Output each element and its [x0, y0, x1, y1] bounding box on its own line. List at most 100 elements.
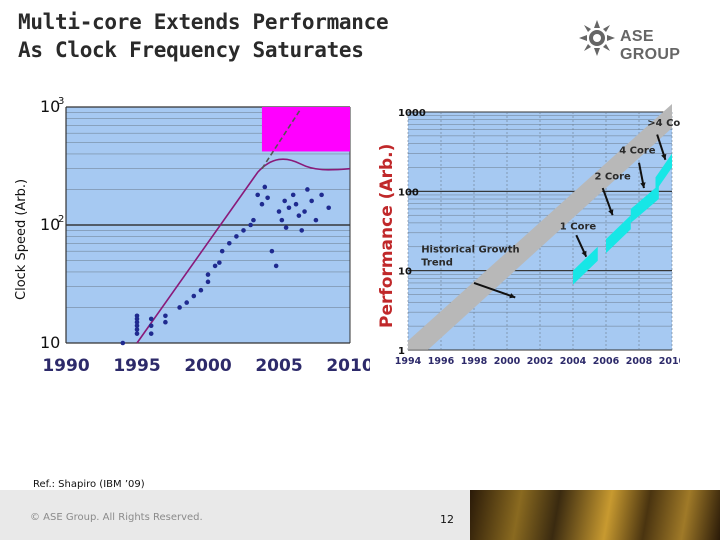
clock-speed-point — [184, 300, 189, 305]
x-tick-label: 1995 — [113, 356, 160, 376]
arrow-head — [661, 153, 667, 160]
y-tick-label: 10 — [398, 267, 412, 278]
annotation-label: 1 Core — [560, 222, 597, 233]
footer-photo — [470, 490, 720, 540]
x-tick-label: 2000 — [494, 356, 521, 367]
clock-speed-point — [299, 228, 305, 233]
clock-speed-point — [219, 248, 225, 254]
core-box — [573, 246, 598, 285]
clock-speed-point — [163, 313, 168, 319]
clock-speed-point — [148, 331, 154, 336]
clock-speed-point — [227, 240, 232, 246]
right-x-tick-labels: 1994 1996 1998 2000 2002 2004 2006 2008 2010 — [395, 356, 680, 367]
clock-speed-point — [191, 293, 197, 299]
page-title: Multi-core Extends Performance As Clock … — [18, 8, 389, 64]
right-gridlines — [407, 111, 673, 351]
x-tick-label: 1994 — [395, 356, 422, 367]
arrow-head — [509, 293, 516, 299]
annotation-label: 2 Core — [594, 172, 631, 183]
clock-speed-point — [248, 222, 253, 228]
clock-speed-point — [269, 248, 275, 254]
y-tick-label: 1 — [398, 346, 405, 357]
clock-speed-point — [309, 198, 314, 204]
clock-speed-point — [148, 316, 154, 322]
clock-speed-point — [198, 287, 204, 293]
y-tick-label-base: 10 — [40, 215, 60, 234]
y-tick-label: 1000 — [398, 108, 426, 119]
x-tick-label: 2010 — [659, 356, 680, 367]
y-tick-label-base: 10 — [40, 97, 60, 116]
x-tick-label: 2008 — [626, 356, 653, 367]
x-tick-label: 1990 — [42, 356, 89, 376]
clock-speed-point — [302, 209, 307, 214]
clock-speed-point — [283, 225, 289, 230]
logo-text: ASE GROUP — [620, 28, 681, 63]
clock-speed-point — [273, 263, 279, 269]
reference-note: Ref.: Shapiro (IBM ’09) — [33, 479, 145, 490]
left-x-tick-labels: 1990 1995 2000 2005 2010 — [42, 356, 370, 376]
clock-speed-point — [134, 313, 140, 319]
x-tick-label: 2010 — [326, 356, 370, 376]
x-tick-label: 2006 — [593, 356, 620, 367]
annotation-arrow — [473, 282, 516, 299]
clock-speed-points — [120, 184, 332, 346]
page-number: 12 — [440, 513, 454, 526]
clock-speed-point — [134, 327, 140, 332]
clock-speed-point — [148, 323, 154, 329]
annotation-label: Trend — [421, 257, 453, 268]
y-tick-label: 100 — [398, 187, 419, 198]
clock-speed-point — [319, 192, 324, 198]
clock-speed-point — [251, 217, 256, 223]
performance-chart: Performance (Arb.) Historical Growth Tren… — [377, 104, 680, 367]
copyright-text: © ASE Group. All Rights Reserved. — [30, 512, 203, 523]
historical-growth-band — [408, 104, 672, 350]
annotation-label: 4 Core — [619, 145, 656, 156]
clock-speed-point — [290, 192, 296, 198]
arrow-head — [581, 250, 587, 257]
title-line-2: As Clock Frequency Saturates — [18, 38, 364, 62]
clock-speed-point — [255, 192, 260, 198]
y-tick-label-base: 10 — [40, 333, 60, 352]
clock-speed-point — [120, 340, 126, 346]
clock-speed-point — [265, 195, 270, 201]
clock-speed-point — [259, 201, 265, 207]
annotation-labels: Historical Growth Trend 1 Core 2 Core 4 Core… — [421, 118, 680, 269]
clock-speed-point — [282, 198, 287, 204]
core-boxes — [573, 153, 672, 285]
core-box — [655, 153, 672, 192]
clock-speed-point — [212, 263, 218, 269]
clock-trend-line — [136, 158, 351, 344]
x-tick-label: 2000 — [184, 356, 231, 376]
arrow-head — [608, 209, 614, 216]
right-chart-y-axis-label: Performance (Arb.) — [377, 144, 397, 328]
saturation-box — [261, 107, 350, 152]
clock-speed-point — [305, 187, 310, 192]
ase-sun-icon — [579, 20, 615, 56]
core-box — [606, 215, 631, 254]
clock-speed-point — [205, 272, 211, 277]
clock-speed-point — [326, 205, 332, 211]
clock-speed-point — [296, 213, 302, 218]
x-tick-label: 2004 — [560, 356, 587, 367]
clock-speed-point — [163, 319, 168, 325]
clock-speed-point — [293, 201, 299, 207]
x-tick-label: 1998 — [461, 356, 488, 367]
clock-speed-point — [279, 217, 285, 223]
clock-speed-point — [262, 184, 268, 190]
clock-speed-point — [134, 331, 140, 336]
clock-speed-point — [276, 209, 282, 214]
y-tick-label-exponent: 3 — [58, 96, 64, 107]
clock-trend-extrapolation — [261, 109, 301, 170]
annotation-label: >4 Core — [647, 118, 680, 129]
clock-speed-point — [177, 305, 182, 310]
left-chart-y-axis-label: Clock Speed (Arb.) — [14, 178, 29, 300]
clock-speed-point — [134, 323, 140, 329]
core-box — [630, 185, 659, 223]
annotation-label: Historical Growth — [421, 244, 520, 255]
clock-speed-point — [205, 279, 211, 285]
arrow-head — [640, 182, 646, 189]
right-y-tick-labels: 1000 100 10 1 — [398, 108, 426, 357]
clock-speed-point — [217, 260, 222, 265]
ase-group-logo: ASE GROUP — [578, 18, 703, 63]
